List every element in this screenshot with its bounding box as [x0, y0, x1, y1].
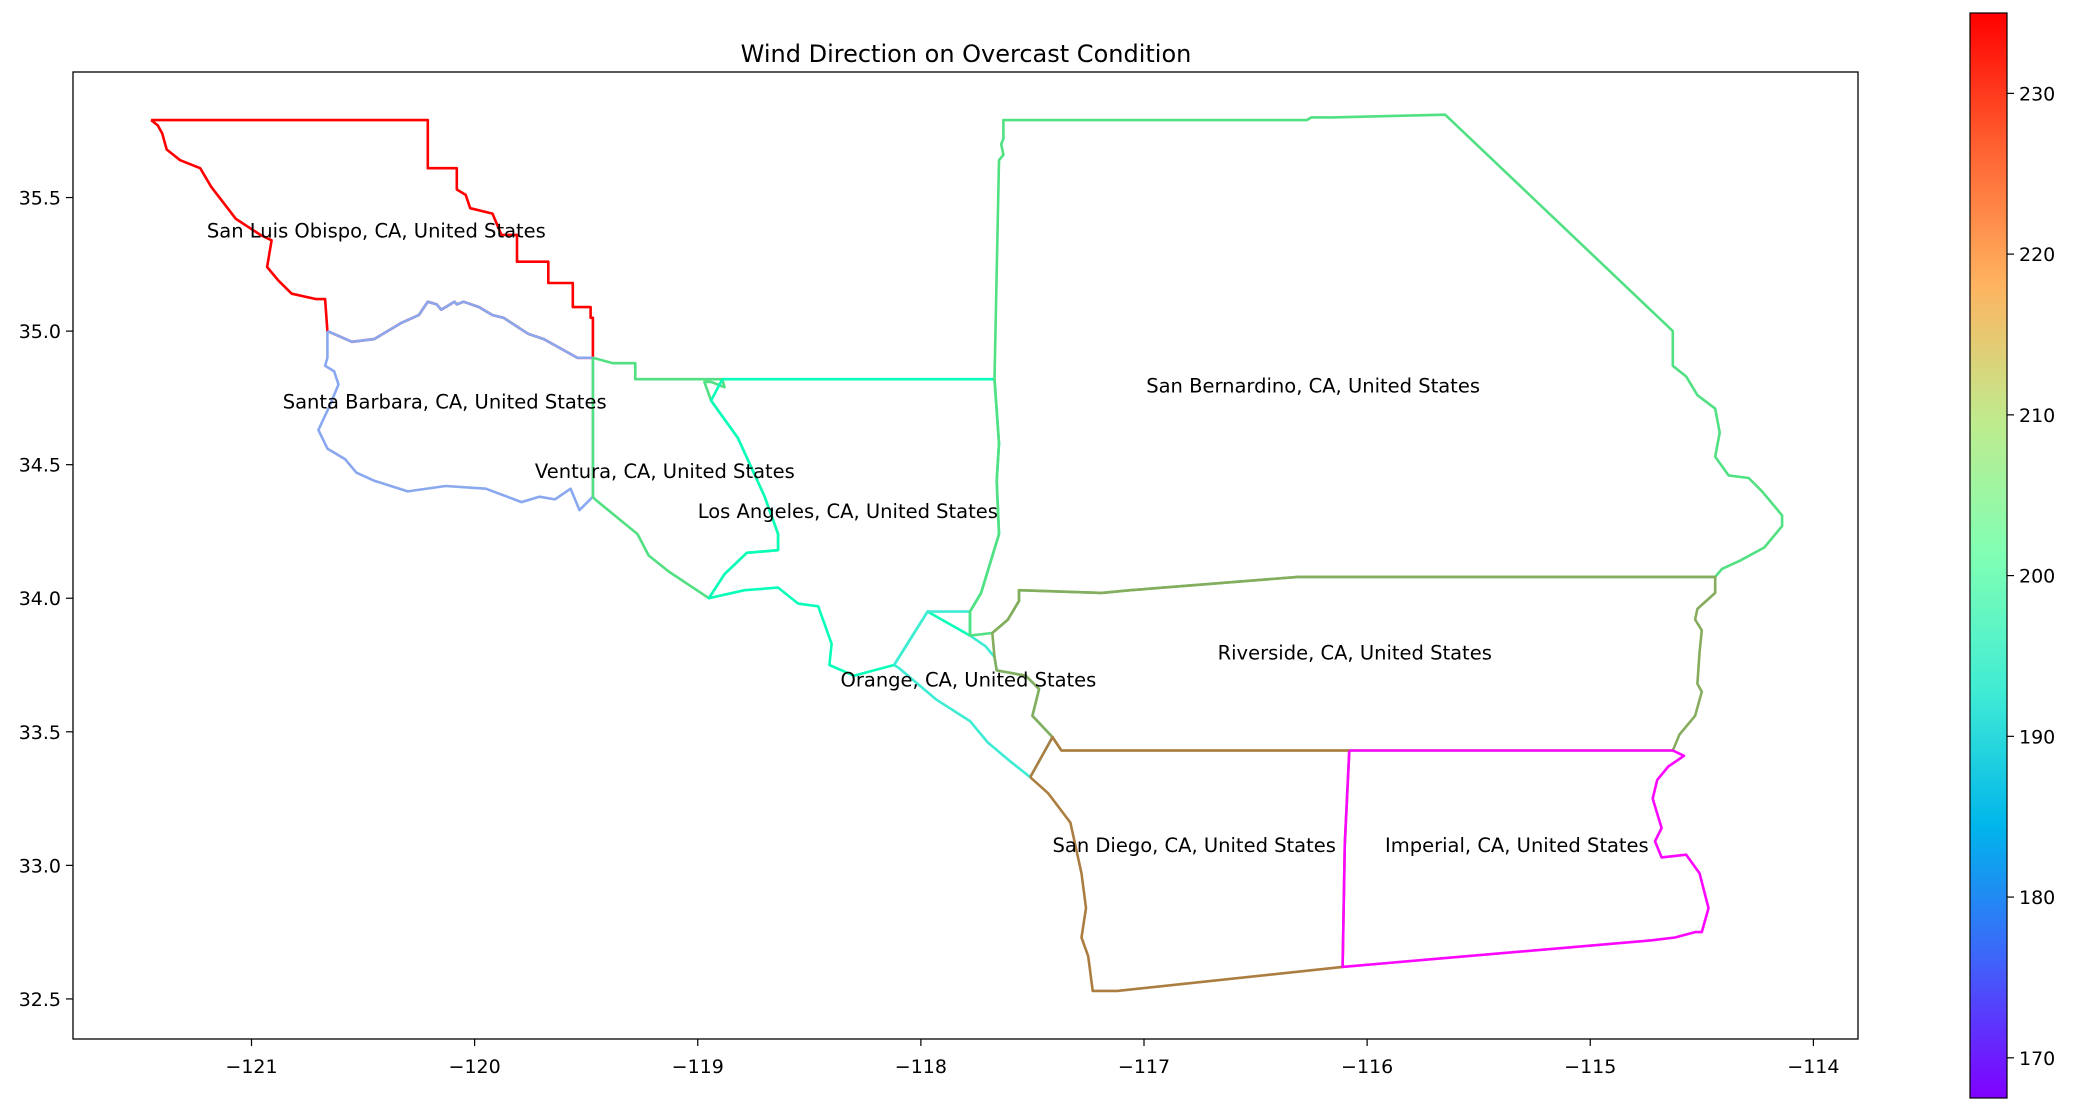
- county-label-riverside: Riverside, CA, United States: [1218, 642, 1492, 665]
- county-label-san-bernardino: San Bernardino, CA, United States: [1146, 375, 1480, 398]
- colorbar-tick-label: 210: [2019, 405, 2055, 427]
- county-label-san-diego: San Diego, CA, United States: [1053, 834, 1336, 857]
- y-tick-label: 35.5: [19, 188, 61, 210]
- county-outlines: [150, 113, 1784, 993]
- county-label-san-luis-obispo: San Luis Obispo, CA, United States: [207, 220, 546, 243]
- colorbar-tick-label: 220: [2019, 244, 2055, 266]
- county-label-imperial: Imperial, CA, United States: [1385, 834, 1649, 857]
- x-tick-label: −119: [672, 1056, 724, 1078]
- y-tick-label: 32.5: [19, 989, 61, 1011]
- x-tick-label: −121: [225, 1056, 277, 1078]
- chart-title: Wind Direction on Overcast Condition: [741, 40, 1192, 68]
- x-tick-label: −116: [1341, 1056, 1393, 1078]
- county-label-ventura: Ventura, CA, United States: [535, 460, 795, 483]
- county-outline-san-diego: [1029, 735, 1351, 993]
- y-tick-label: 35.0: [19, 321, 61, 343]
- y-tick-label: 34.5: [19, 455, 61, 477]
- x-tick-label: −120: [449, 1056, 501, 1078]
- county-outline-riverside: [991, 575, 1717, 752]
- x-tick-label: −118: [895, 1056, 947, 1078]
- county-outline-san-bernardino: [968, 113, 1784, 637]
- colorbar-ticks: 170 180 190 200 210 220 230: [2007, 83, 2055, 1070]
- colorbar-tick-label: 170: [2019, 1048, 2055, 1070]
- county-outline-los-angeles: [707, 377, 1001, 677]
- county-label-orange: Orange, CA, United States: [841, 668, 1097, 691]
- plot-frame: [72, 71, 1859, 1040]
- county-outline-imperial: [1341, 749, 1710, 969]
- y-tick-label: 33.0: [19, 855, 61, 877]
- county-label-santa-barbara: Santa Barbara, CA, United States: [283, 391, 607, 414]
- y-axis: 32.5 33.0 33.5 34.0 34.5 35.0 35.5: [19, 188, 73, 1011]
- x-tick-label: −115: [1564, 1056, 1616, 1078]
- x-tick-label: −117: [1118, 1056, 1170, 1078]
- x-axis: −121 −120 −119 −118 −117 −116 −115 −114: [225, 1039, 1839, 1078]
- county-label-los-angeles: Los Angeles, CA, United States: [698, 500, 998, 523]
- colorbar: [1969, 12, 2008, 1099]
- county-labels: San Luis Obispo, CA, United States Santa …: [207, 220, 1649, 857]
- colorbar-tick-label: 200: [2019, 566, 2055, 588]
- colorbar-tick-label: 190: [2019, 726, 2055, 748]
- colorbar-tick-label: 180: [2019, 887, 2055, 909]
- x-tick-label: −114: [1787, 1056, 1839, 1078]
- y-tick-label: 33.5: [19, 722, 61, 744]
- colorbar-tick-label: 230: [2019, 83, 2055, 105]
- y-tick-label: 34.0: [19, 588, 61, 610]
